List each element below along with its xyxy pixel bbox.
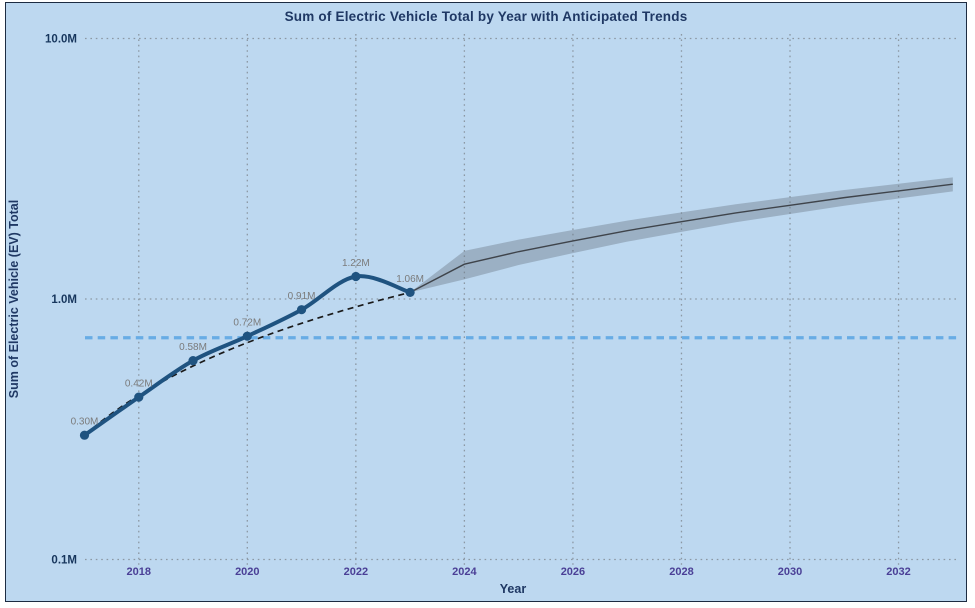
- data-point-label: 0.58M: [179, 342, 207, 353]
- x-tick-label: 2020: [235, 566, 259, 578]
- x-axis-title: Year: [500, 582, 527, 596]
- y-axis-title: Sum of Electric Vehicle (EV) Total: [7, 200, 21, 398]
- x-tick-label: 2018: [127, 566, 151, 578]
- data-point-marker[interactable]: [134, 392, 144, 402]
- data-point-label: 0.72M: [233, 318, 261, 329]
- data-point-marker[interactable]: [296, 305, 307, 315]
- data-point-marker[interactable]: [242, 331, 252, 341]
- x-tick-label: 2026: [561, 566, 585, 578]
- forecast-band: [410, 177, 953, 293]
- y-tick-label: 1.0M: [51, 294, 77, 306]
- x-tick-label: 2022: [344, 566, 368, 578]
- data-point-marker[interactable]: [405, 287, 415, 298]
- data-point-marker[interactable]: [79, 430, 90, 440]
- x-tick-label: 2028: [669, 566, 693, 578]
- plot-area[interactable]: 10.0M 1.0M 0.1M 2018 2020 2022 2024 2026 2028 203…: [6, 3, 966, 601]
- data-point-label: 1.06M: [396, 274, 424, 285]
- x-tick-label: 2030: [778, 566, 802, 578]
- data-point-marker[interactable]: [351, 271, 361, 282]
- x-tick-label: 2032: [886, 566, 910, 578]
- chart-panel: Sum of Electric Vehicle Total by Year wi…: [5, 2, 967, 602]
- y-tick-label: 10.0M: [45, 34, 77, 46]
- data-point-label: 0.42M: [125, 379, 153, 390]
- chart-title: Sum of Electric Vehicle Total by Year wi…: [284, 9, 688, 24]
- data-point-label: 0.30M: [71, 417, 99, 428]
- forecast-line: [409, 183, 953, 294]
- x-tick-label: 2024: [452, 566, 477, 578]
- y-tick-label: 0.1M: [51, 555, 77, 567]
- data-point-marker[interactable]: [188, 356, 198, 366]
- data-point-label: 1.22M: [342, 258, 370, 269]
- data-point-label: 0.91M: [288, 291, 316, 302]
